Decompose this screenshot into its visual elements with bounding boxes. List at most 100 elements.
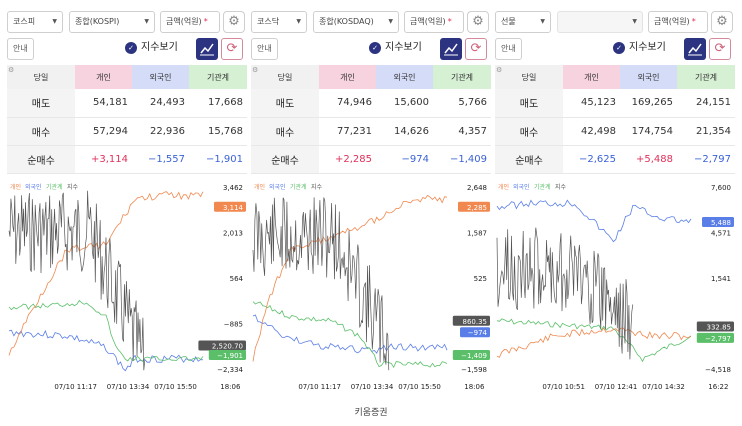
market-select-value: 코스피 <box>13 17 36 26</box>
row-label: 매수 <box>251 117 319 146</box>
line-chart-toggle-button[interactable] <box>684 38 706 60</box>
table-cell: 169,265 <box>620 89 677 118</box>
value-badge-text: 2,285 <box>467 204 487 212</box>
flow-panel-kospi: 코스피 ▼ 종합(KOSPI) ▼ 금액(억원) * ⚙ 안내 ✓ 지수보기 ⟳ … <box>7 8 247 396</box>
investor-flow-table: ⚙ 당일 개인 외국인 기관계 매도 45,123 169,265 24,151 매수… <box>495 65 735 174</box>
settings-gear-icon[interactable]: ⚙ <box>711 11 733 33</box>
row-label: 매도 <box>495 89 563 118</box>
series-index-line <box>496 227 634 360</box>
col-header-institution[interactable]: 기관계 <box>189 65 247 89</box>
value-badge-text: 860.35 <box>463 318 488 326</box>
market-select[interactable]: 선물 ▼ <box>495 11 551 33</box>
table-cell: 21,354 <box>677 117 735 146</box>
value-badge <box>452 315 490 326</box>
col-header-date: ⚙ 당일 <box>495 65 563 89</box>
market-select[interactable]: 코스닥 ▼ <box>251 11 307 33</box>
plot-area <box>497 184 691 374</box>
col-header-foreign[interactable]: 외국인 <box>132 65 189 89</box>
y-tick-label: −2,334 <box>217 366 243 374</box>
guide-button[interactable]: 안내 <box>7 38 34 60</box>
required-mark: * <box>691 17 696 26</box>
table-cell: +2,285 <box>319 145 376 174</box>
col-header-individual[interactable]: 개인 <box>563 65 620 89</box>
col-header-date: ⚙ 당일 <box>7 65 75 89</box>
investor-flow-table: ⚙ 당일 개인 외국인 기관계 매도 74,946 15,600 5,766 매수 7… <box>251 65 491 174</box>
col-header-foreign[interactable]: 외국인 <box>376 65 433 89</box>
settings-gear-icon[interactable]: ⚙ <box>467 11 489 33</box>
settings-gear-icon[interactable]: ⚙ <box>223 11 245 33</box>
table-cell: +3,114 <box>75 145 132 174</box>
table-cell: 42,498 <box>563 117 620 146</box>
value-badge <box>702 217 734 227</box>
index-select[interactable]: 종합(KOSPI) ▼ <box>69 11 155 33</box>
show-index-label: 지수보기 <box>629 42 666 53</box>
show-index-label: 지수보기 <box>385 42 422 53</box>
table-cell: 174,754 <box>620 117 677 146</box>
checkbox-checked-icon[interactable]: ✓ <box>613 42 625 54</box>
value-badge <box>696 332 734 343</box>
col-header-individual[interactable]: 개인 <box>75 65 132 89</box>
filter-row: 코스닥 ▼ 종합(KOSDAQ) ▼ 금액(억원) * ⚙ <box>251 11 491 33</box>
legend-index: 지수 <box>67 183 79 191</box>
row-label: 순매수 <box>495 145 563 174</box>
view-row: 안내 ✓ 지수보기 ⟳ <box>495 38 735 60</box>
index-select[interactable]: ▼ <box>557 11 643 33</box>
x-tick-label: 18:06 <box>464 383 485 391</box>
column-settings-icon[interactable]: ⚙ <box>496 66 503 74</box>
flow-chart-svg: 개인 외국인 기관계 지수 7,600 4,571 1,541 −4,518 5,488 332.… <box>496 183 734 391</box>
y-tick-label: −1,598 <box>461 366 487 374</box>
table-row: 매수 77,231 14,626 4,357 <box>251 117 491 146</box>
index-select[interactable]: 종합(KOSDAQ) ▼ <box>313 11 399 33</box>
line-chart-icon <box>688 43 702 56</box>
refresh-icon[interactable]: ⟳ <box>465 38 487 60</box>
refresh-icon[interactable]: ⟳ <box>221 38 243 60</box>
flow-chart[interactable]: 개인 외국인 기관계 지수 3,462 2,013 564 −885 −2,334 3,114 2,… <box>7 176 247 396</box>
col-header-foreign[interactable]: 외국인 <box>620 65 677 89</box>
series-index-line <box>252 197 390 371</box>
y-tick-label: 4,571 <box>711 230 731 238</box>
plot-area <box>9 184 203 374</box>
legend-foreign: 외국인 <box>269 184 286 191</box>
value-badge-text: −2,797 <box>705 335 731 343</box>
y-tick-label: 3,462 <box>223 184 243 192</box>
x-tick-label: 07/10 11:17 <box>298 383 341 391</box>
table-cell: −2,797 <box>677 145 735 174</box>
value-badge-text: −1,409 <box>461 352 487 360</box>
guide-button[interactable]: 안내 <box>495 38 522 60</box>
filter-row: 선물 ▼ ▼ 금액(억원) * ⚙ <box>495 11 735 33</box>
line-chart-toggle-button[interactable] <box>440 38 462 60</box>
column-settings-icon[interactable]: ⚙ <box>252 66 259 74</box>
table-cell: −2,625 <box>563 145 620 174</box>
col-header-institution[interactable]: 기관계 <box>433 65 491 89</box>
value-badge <box>696 321 734 332</box>
market-select[interactable]: 코스피 ▼ <box>7 11 63 33</box>
flow-chart[interactable]: 개인 외국인 기관계 지수 2,648 1,587 525 −1,598 2,285 860.35… <box>251 176 491 396</box>
unit-select[interactable]: 금액(억원) * <box>160 11 220 33</box>
table-row: 순매수 +3,114 −1,557 −1,901 <box>7 145 247 174</box>
y-tick-label: −4,518 <box>705 366 731 374</box>
line-chart-toggle-button[interactable] <box>196 38 218 60</box>
column-settings-icon[interactable]: ⚙ <box>8 66 15 74</box>
table-cell: 4,357 <box>433 117 491 146</box>
guide-button[interactable]: 안내 <box>251 38 278 60</box>
table-cell: −1,409 <box>433 145 491 174</box>
unit-select[interactable]: 금액(억원) * <box>648 11 708 33</box>
refresh-icon[interactable]: ⟳ <box>709 38 731 60</box>
value-badge-text: 2,520.70 <box>212 343 243 351</box>
flow-chart[interactable]: 개인 외국인 기관계 지수 7,600 4,571 1,541 −4,518 5,488 332.… <box>495 176 735 396</box>
col-header-institution[interactable]: 기관계 <box>677 65 735 89</box>
flow-panel-futures: 선물 ▼ ▼ 금액(억원) * ⚙ 안내 ✓ 지수보기 ⟳ ⚙ 당일 개인 외국인 <box>495 8 735 396</box>
checkbox-checked-icon[interactable]: ✓ <box>125 42 137 54</box>
table-cell: 74,946 <box>319 89 376 118</box>
y-tick-label: 1,541 <box>711 275 731 283</box>
y-tick-label: −885 <box>224 321 243 329</box>
chevron-down-icon: ▼ <box>52 18 57 25</box>
market-select-value: 코스닥 <box>257 17 280 26</box>
unit-select[interactable]: 금액(억원) * <box>404 11 464 33</box>
y-tick-label: 525 <box>474 275 487 283</box>
legend-index: 지수 <box>311 183 323 191</box>
checkbox-checked-icon[interactable]: ✓ <box>369 42 381 54</box>
legend-foreign: 외국인 <box>25 184 42 191</box>
col-header-individual[interactable]: 개인 <box>319 65 376 89</box>
row-label: 순매수 <box>7 145 75 174</box>
